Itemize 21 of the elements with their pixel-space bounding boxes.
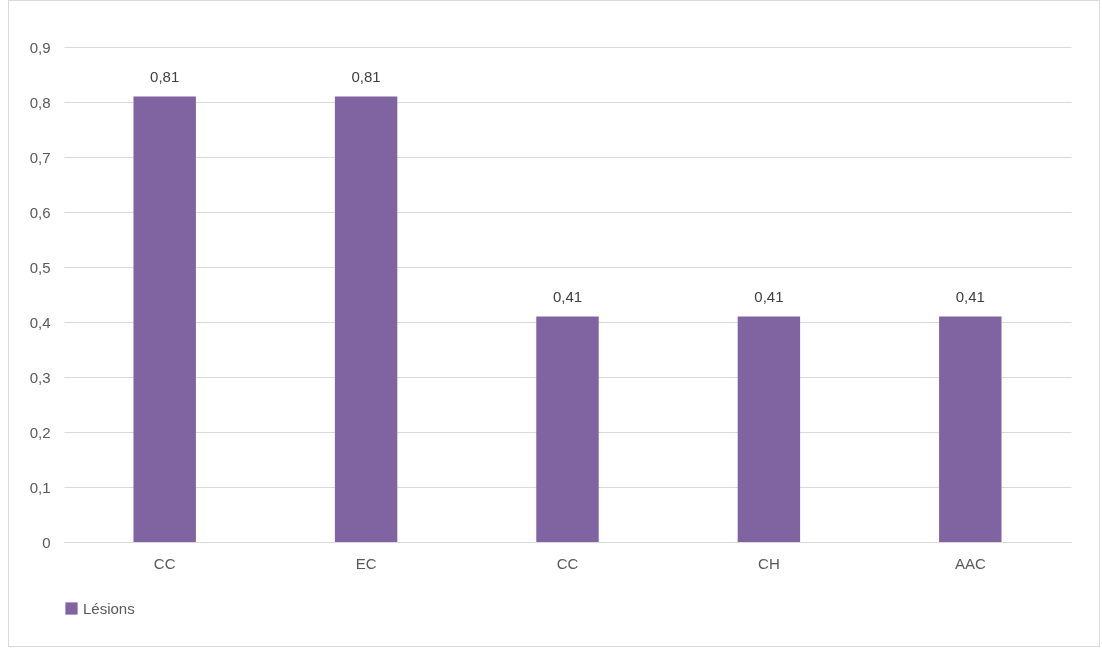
y-tick-label: 0,6 [29, 203, 51, 221]
y-tick-label: 0,5 [29, 258, 51, 276]
y-tick-label: 0,4 [29, 313, 51, 331]
x-tick-label: CC [556, 554, 579, 572]
y-tick-label: 0,9 [29, 38, 51, 56]
y-tick-label: 0,3 [29, 368, 51, 386]
data-label: 0,41 [754, 287, 784, 305]
data-label: 0,41 [552, 287, 583, 305]
y-tick-label: 0,7 [29, 148, 51, 166]
x-tick-label: CH [758, 554, 780, 572]
data-label: 0,81 [351, 67, 381, 85]
y-tick-label: 0,1 [29, 478, 51, 496]
y-tick-label: 0 [42, 533, 51, 551]
data-label: 0,81 [150, 67, 180, 85]
x-tick-label: AAC [954, 554, 986, 572]
legend-label: Lésions [83, 599, 135, 617]
data-label: 0,41 [955, 287, 985, 305]
y-tick-label: 0,8 [29, 93, 51, 111]
y-tick-label: 0,2 [29, 423, 51, 441]
x-tick-label: EC [355, 554, 377, 572]
x-tick-label: CC [153, 554, 176, 572]
